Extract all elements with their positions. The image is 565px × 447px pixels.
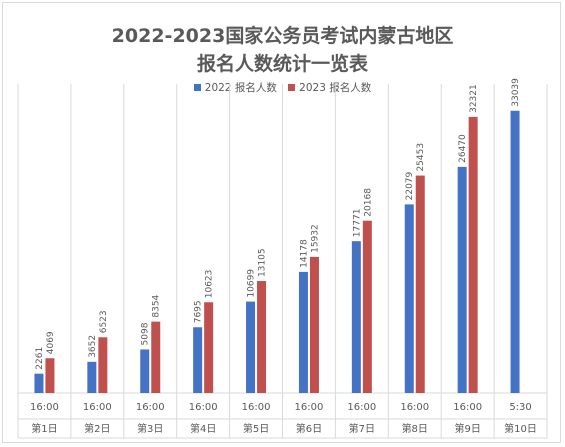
data-label: 5098 <box>141 322 151 345</box>
data-label: 3652 <box>88 335 98 358</box>
bar-2022 <box>457 166 467 393</box>
x-tick-label: 第7日 <box>349 422 375 435</box>
x-tick-time: 16:00 <box>189 402 218 413</box>
bar-2023 <box>257 281 267 393</box>
bar-2023 <box>468 116 478 393</box>
data-label: 25453 <box>416 143 426 172</box>
data-label: 4069 <box>46 331 56 354</box>
chart-subtitle: 报名人数统计一览表 <box>196 53 368 75</box>
data-label: 8354 <box>152 294 162 317</box>
x-tick-label: 第2日 <box>84 422 110 435</box>
bar-2022 <box>246 301 256 393</box>
legend-swatch-2023 <box>288 84 296 91</box>
bar-2023 <box>204 302 214 393</box>
x-tick-label: 第3日 <box>137 422 163 435</box>
x-tick-label: 第9日 <box>454 422 480 435</box>
bar-2023 <box>415 175 425 393</box>
x-tick-label: 第10日 <box>504 422 537 435</box>
x-tick-label: 第8日 <box>402 422 428 435</box>
bar-2023 <box>98 337 108 393</box>
bar-2022 <box>298 271 308 393</box>
chart-title: 2022-2023国家公务员考试内蒙古地区 <box>111 25 454 47</box>
data-label: 22079 <box>405 171 415 200</box>
data-label: 6523 <box>99 310 109 333</box>
x-tick-time: 16:00 <box>30 402 59 413</box>
bar-2023 <box>151 321 161 393</box>
data-label: 17771 <box>352 209 362 238</box>
x-tick-label: 第6日 <box>296 422 322 435</box>
data-label: 14178 <box>299 239 309 268</box>
x-tick-time: 16:00 <box>295 402 324 413</box>
data-label: 32321 <box>469 84 479 113</box>
bar-2022 <box>87 361 97 393</box>
data-label: 20168 <box>363 188 373 217</box>
bar-2023 <box>362 220 372 393</box>
legend-label-2022: 2022 报名人数 <box>204 82 277 94</box>
bar-2022 <box>404 204 414 393</box>
bar-2022 <box>140 349 150 393</box>
data-label: 33039 <box>511 78 521 107</box>
data-label: 10699 <box>247 269 257 298</box>
data-label: 10623 <box>205 270 215 299</box>
data-label: 2261 <box>35 347 45 370</box>
x-tick-time: 16:00 <box>242 402 271 413</box>
x-tick-time: 16:00 <box>453 402 482 413</box>
legend-swatch-2022 <box>193 84 201 91</box>
x-tick-time: 16:00 <box>400 402 429 413</box>
x-tick-time: 16:00 <box>83 402 112 413</box>
x-tick-label: 第1日 <box>31 422 57 435</box>
bar-2022 <box>510 110 520 394</box>
data-label: 26470 <box>458 134 468 163</box>
x-tick-time: 16:00 <box>136 402 165 413</box>
bar-2022 <box>193 327 203 393</box>
bar-2023 <box>45 358 55 393</box>
data-label: 13105 <box>258 248 268 277</box>
x-tick-label: 第4日 <box>190 422 216 435</box>
legend-item-2022: 2022 报名人数 <box>193 80 277 95</box>
x-tick-label: 第5日 <box>243 422 269 435</box>
data-label: 7695 <box>194 300 204 323</box>
bar-2023 <box>309 256 319 393</box>
bar-2022 <box>34 373 44 393</box>
x-tick-time: 5:30 <box>509 402 531 413</box>
data-label: 15932 <box>310 224 320 253</box>
bar-2022 <box>351 241 361 393</box>
x-tick-time: 16:00 <box>347 402 376 413</box>
